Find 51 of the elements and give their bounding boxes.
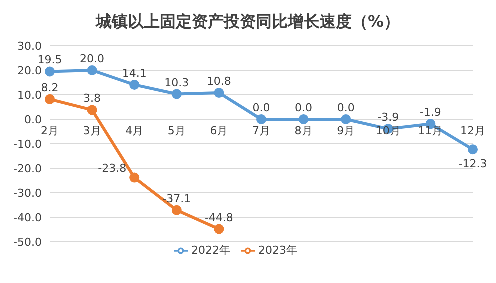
- point: [45, 94, 55, 104]
- x-tick-label: 12月: [460, 124, 486, 138]
- data-label: 20.0: [80, 52, 105, 66]
- data-label: 3.8: [84, 92, 102, 106]
- x-tick-label: 7月: [252, 124, 270, 138]
- x-tick-label: 3月: [83, 124, 102, 138]
- y-tick-label: -30.0: [14, 186, 42, 200]
- data-label: -44.8: [204, 211, 234, 224]
- y-tick-label: -10.0: [14, 138, 42, 151]
- data-label: -23.8: [98, 162, 127, 175]
- legend-label: 2023年: [258, 244, 298, 257]
- data-label: -3.9: [378, 111, 400, 124]
- point: [214, 224, 224, 234]
- x-tick-label: 8月: [294, 124, 313, 138]
- y-tick-label: 30.0: [18, 40, 42, 53]
- x-tick-label: 9月: [337, 124, 356, 138]
- point: [468, 144, 478, 155]
- x-tick-label: 6月: [210, 124, 228, 138]
- point: [87, 66, 98, 76]
- point: [87, 105, 98, 116]
- point: [341, 114, 352, 124]
- point: [214, 88, 224, 98]
- point: [172, 205, 182, 216]
- data-label: 10.8: [206, 75, 232, 88]
- data-label: 0.0: [252, 102, 270, 114]
- y-tick-label: 0.0: [24, 113, 42, 126]
- point: [130, 172, 140, 183]
- y-tick-label: -40.0: [14, 211, 42, 224]
- y-tick-label: -20.0: [14, 162, 42, 176]
- data-label: 19.5: [38, 54, 62, 67]
- chart-title: 城镇以上固定资产投资同比增长速度（%）: [94, 11, 402, 33]
- point: [256, 114, 266, 124]
- data-label: 0.0: [337, 102, 355, 114]
- data-label: -12.3: [458, 158, 488, 171]
- data-label: 14.1: [122, 66, 147, 80]
- y-tick-label: 20.0: [18, 64, 42, 78]
- data-label: 10.3: [164, 76, 190, 90]
- x-tick-label: 2月: [41, 124, 59, 138]
- legend-label: 2022年: [192, 244, 230, 257]
- y-tick-label: -50.0: [14, 236, 42, 249]
- point: [130, 80, 140, 90]
- data-label: -37.1: [162, 192, 192, 206]
- point: [172, 89, 182, 100]
- y-tick-label: 10.0: [18, 88, 42, 102]
- data-label: 8.2: [41, 81, 59, 94]
- x-tick-label: 4月: [126, 124, 144, 138]
- x-tick-label: 5月: [168, 124, 186, 138]
- data-label: 0.0: [295, 102, 313, 114]
- point: [45, 66, 55, 77]
- data-label: -1.9: [420, 106, 442, 120]
- point: [298, 114, 309, 124]
